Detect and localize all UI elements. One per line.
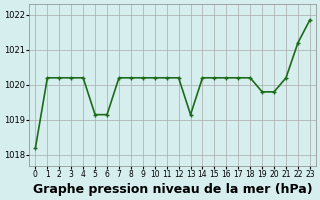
X-axis label: Graphe pression niveau de la mer (hPa): Graphe pression niveau de la mer (hPa) [33,183,312,196]
